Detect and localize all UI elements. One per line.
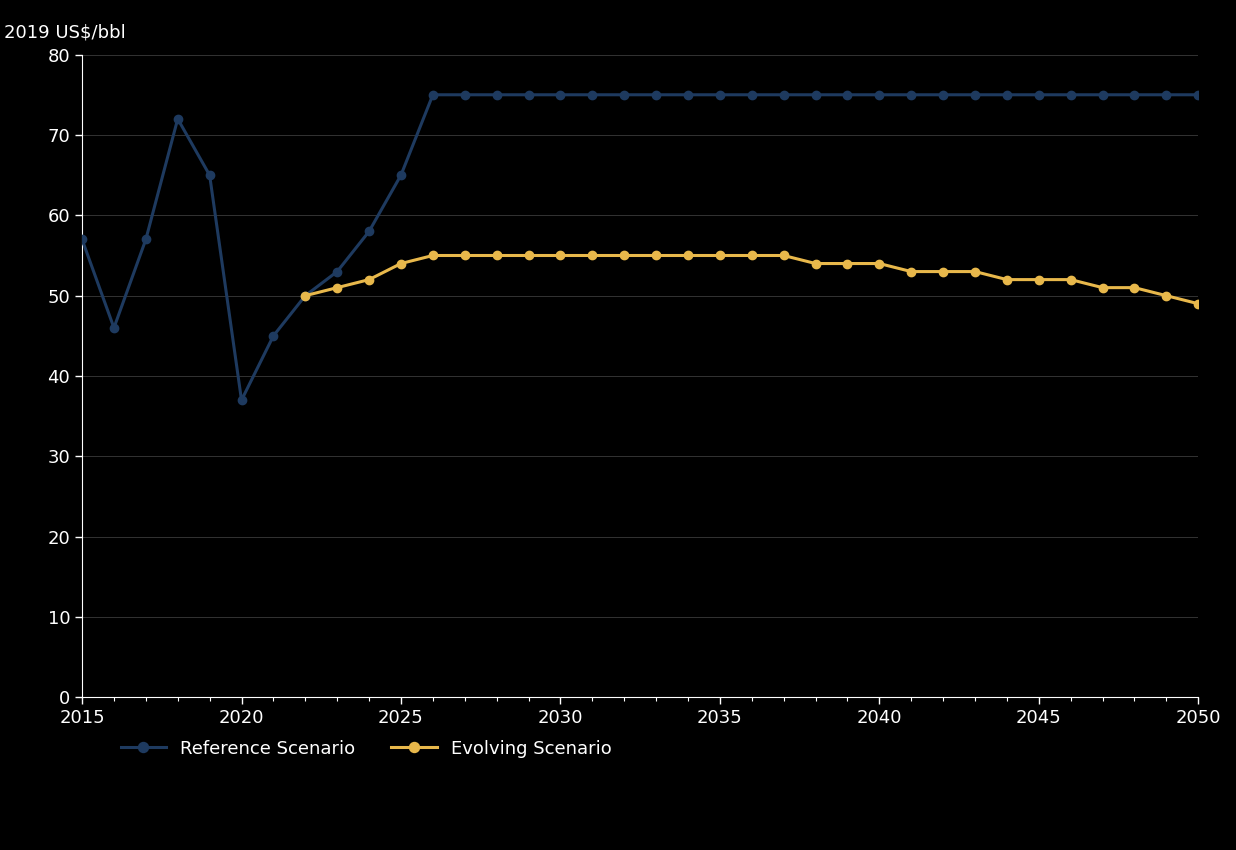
Evolving Scenario — [1159, 291, 1174, 301]
Reference Scenario — [585, 89, 599, 99]
Evolving Scenario — [1095, 282, 1110, 292]
Reference Scenario — [968, 89, 983, 99]
Reference Scenario — [266, 331, 281, 341]
Evolving Scenario — [1031, 275, 1046, 285]
Evolving Scenario — [712, 251, 727, 261]
Reference Scenario — [203, 170, 218, 180]
Evolving Scenario — [1000, 275, 1015, 285]
Reference Scenario — [712, 89, 727, 99]
Evolving Scenario — [840, 258, 855, 269]
Reference Scenario — [1095, 89, 1110, 99]
Reference Scenario — [1190, 89, 1205, 99]
Evolving Scenario — [552, 251, 567, 261]
Evolving Scenario — [1190, 298, 1205, 309]
Reference Scenario — [617, 89, 632, 99]
Evolving Scenario — [330, 282, 345, 292]
Reference Scenario — [489, 89, 504, 99]
Y-axis label: 2019 US$/bbl: 2019 US$/bbl — [4, 24, 126, 42]
Evolving Scenario — [298, 291, 313, 301]
Reference Scenario — [681, 89, 696, 99]
Evolving Scenario — [968, 266, 983, 276]
Reference Scenario — [776, 89, 791, 99]
Reference Scenario — [936, 89, 950, 99]
Evolving Scenario — [1063, 275, 1078, 285]
Reference Scenario — [522, 89, 536, 99]
Reference Scenario — [840, 89, 855, 99]
Reference Scenario — [904, 89, 918, 99]
Reference Scenario — [171, 114, 185, 124]
Legend: Reference Scenario, Evolving Scenario: Reference Scenario, Evolving Scenario — [114, 733, 619, 766]
Evolving Scenario — [617, 251, 632, 261]
Reference Scenario — [808, 89, 823, 99]
Reference Scenario — [1031, 89, 1046, 99]
Reference Scenario — [1127, 89, 1142, 99]
Reference Scenario — [74, 235, 89, 245]
Evolving Scenario — [776, 251, 791, 261]
Reference Scenario — [1159, 89, 1174, 99]
Reference Scenario — [298, 291, 313, 301]
Evolving Scenario — [489, 251, 504, 261]
Evolving Scenario — [457, 251, 472, 261]
Reference Scenario — [649, 89, 664, 99]
Evolving Scenario — [649, 251, 664, 261]
Evolving Scenario — [362, 275, 377, 285]
Evolving Scenario — [936, 266, 950, 276]
Evolving Scenario — [808, 258, 823, 269]
Reference Scenario — [234, 395, 248, 405]
Evolving Scenario — [425, 251, 440, 261]
Evolving Scenario — [681, 251, 696, 261]
Reference Scenario — [106, 323, 121, 333]
Evolving Scenario — [585, 251, 599, 261]
Evolving Scenario — [744, 251, 759, 261]
Reference Scenario — [362, 226, 377, 236]
Reference Scenario — [871, 89, 886, 99]
Line: Evolving Scenario: Evolving Scenario — [302, 252, 1203, 308]
Evolving Scenario — [871, 258, 886, 269]
Reference Scenario — [425, 89, 440, 99]
Reference Scenario — [457, 89, 472, 99]
Line: Reference Scenario: Reference Scenario — [78, 91, 1203, 405]
Reference Scenario — [744, 89, 759, 99]
Reference Scenario — [393, 170, 408, 180]
Reference Scenario — [138, 235, 153, 245]
Evolving Scenario — [522, 251, 536, 261]
Evolving Scenario — [1127, 282, 1142, 292]
Reference Scenario — [1000, 89, 1015, 99]
Reference Scenario — [552, 89, 567, 99]
Reference Scenario — [1063, 89, 1078, 99]
Evolving Scenario — [393, 258, 408, 269]
Reference Scenario — [330, 266, 345, 276]
Evolving Scenario — [904, 266, 918, 276]
